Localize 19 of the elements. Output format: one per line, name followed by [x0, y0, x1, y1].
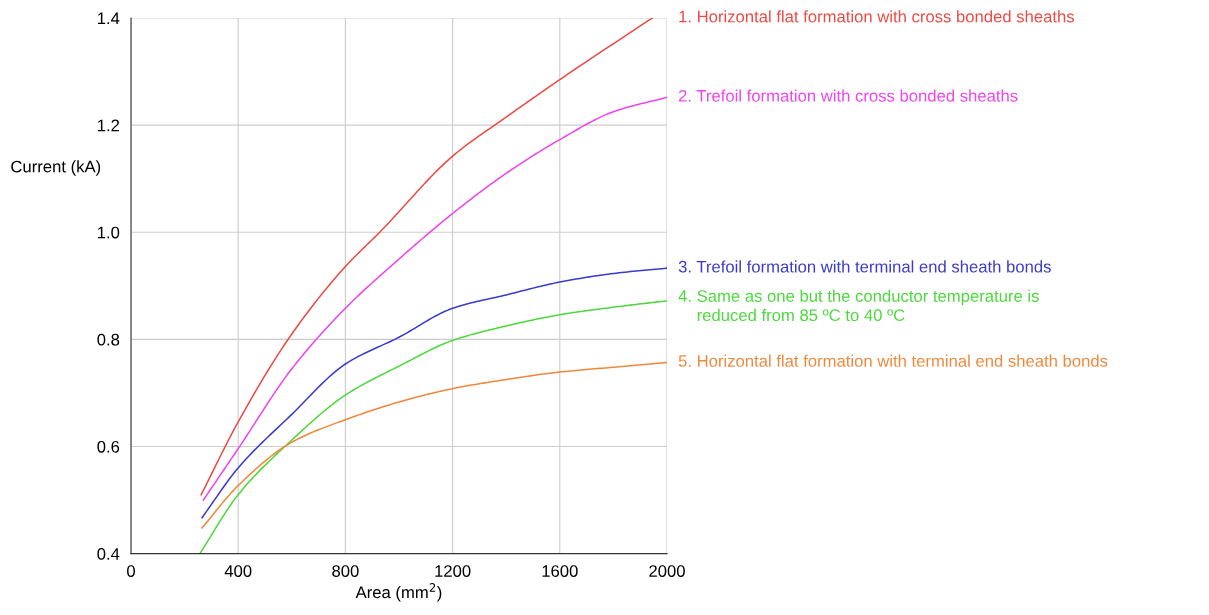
- y-axis-title: Current (kA): [11, 160, 101, 176]
- x-tick-label: 1600: [542, 565, 578, 577]
- y-tick-label: 0.8: [97, 333, 120, 346]
- x-tick-label: 0: [127, 565, 135, 577]
- x-tick-label: 400: [224, 565, 252, 577]
- y-tick-label: 1.4: [97, 12, 120, 25]
- series-label: 4. Same as one but the conductor temperature is reduced from 85 ºC to 40 ºC: [678, 289, 1039, 322]
- series-label: 2. Trefoil formation with cross bonded sheaths: [678, 89, 1018, 102]
- series-label: 3. Trefoil formation with terminal end sheath bonds: [678, 260, 1051, 273]
- x-tick-label: 2000: [649, 565, 685, 577]
- y-tick-label: 0.6: [97, 440, 120, 453]
- y-tick-label: 1.0: [97, 226, 120, 239]
- series-label: 5. Horizontal flat formation with terminal end sheath bonds: [678, 354, 1108, 367]
- x-tick-label: 800: [332, 565, 359, 577]
- x-tick-label: 1200: [435, 565, 471, 577]
- x-axis-title: Area (mm$^{2}$): [355, 583, 442, 602]
- series-label: 1. Horizontal flat formation with cross bonded sheaths: [679, 10, 1075, 23]
- y-tick-label: 1.2: [97, 119, 120, 132]
- y-tick-label: 0.4: [97, 548, 120, 560]
